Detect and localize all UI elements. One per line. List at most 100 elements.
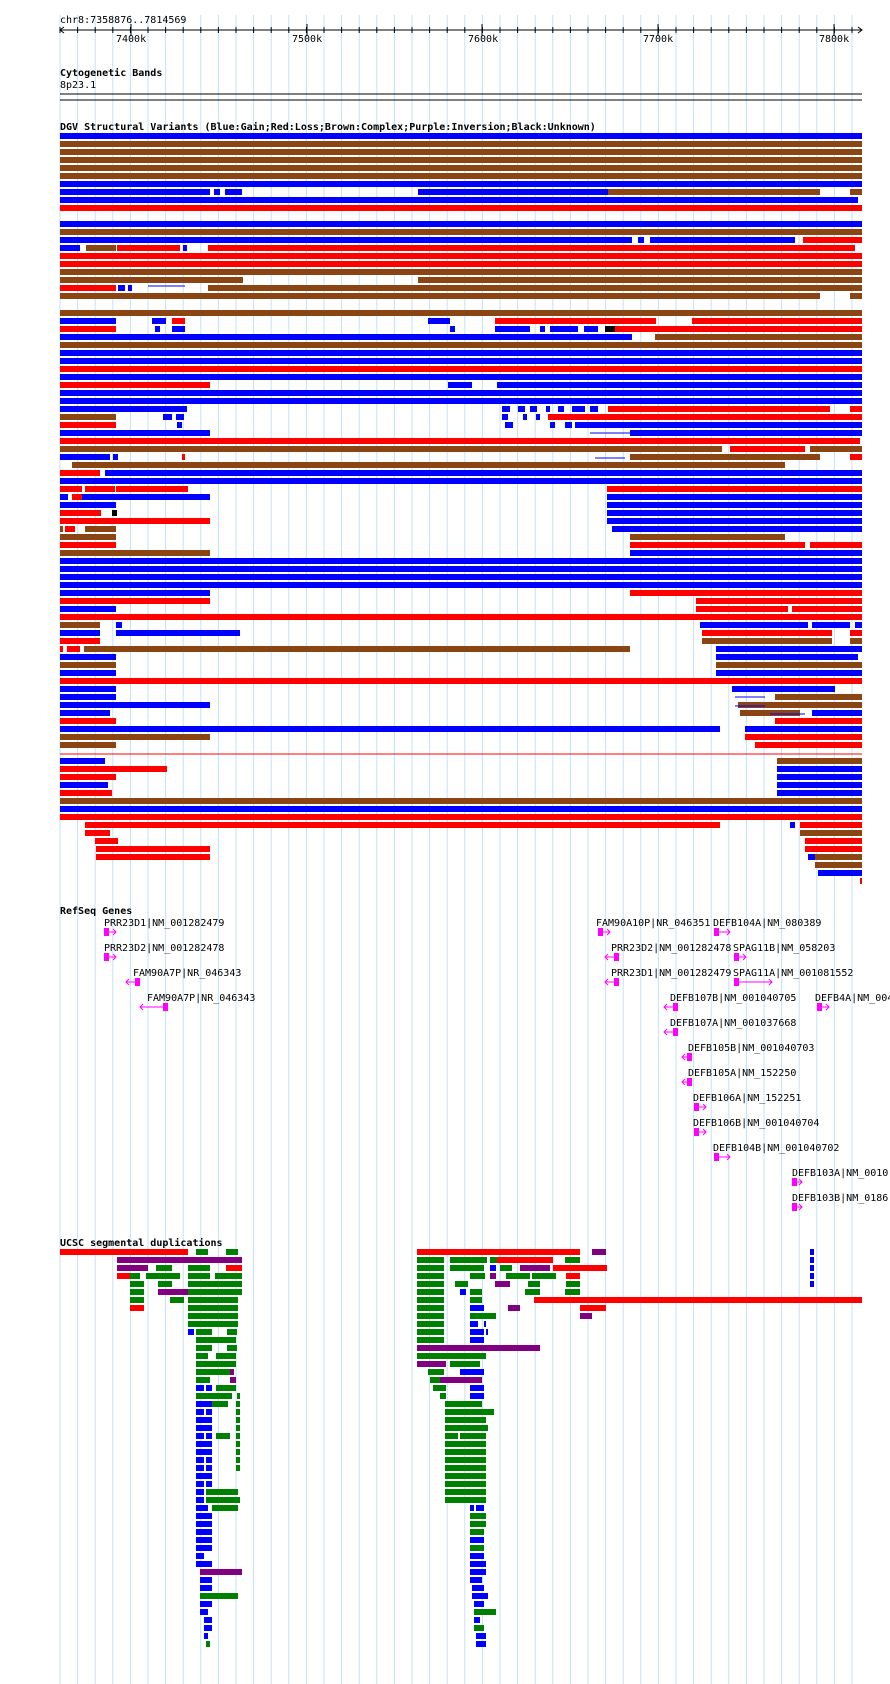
segdup-feature — [216, 1433, 230, 1439]
gene-label[interactable]: DEFB104A|NM_080389 — [713, 918, 822, 929]
segdup-feature — [417, 1257, 444, 1263]
sv-feature — [112, 510, 117, 516]
segdup-feature — [474, 1617, 480, 1623]
gene-label[interactable]: DEFB107A|NM_001037668 — [670, 1018, 797, 1029]
segdup-feature — [445, 1497, 486, 1503]
segdup-feature — [495, 1281, 510, 1287]
sv-feature — [177, 422, 182, 428]
cytoband-label: 8p23.1 — [60, 80, 97, 91]
segdup-feature — [470, 1289, 482, 1295]
segdup-feature — [810, 1257, 814, 1263]
sv-feature — [60, 646, 63, 652]
gene-exon — [734, 953, 739, 961]
sv-feature — [60, 558, 862, 564]
gene-label[interactable]: DEFB106B|NM_001040704 — [693, 1118, 820, 1129]
segdup-feature — [226, 1265, 242, 1271]
segdup-feature — [417, 1329, 444, 1335]
segdup-feature — [470, 1553, 484, 1559]
sv-feature — [696, 606, 788, 612]
segdup-feature — [237, 1393, 240, 1399]
segdup-feature — [470, 1561, 486, 1567]
segdup-feature — [236, 1417, 240, 1423]
gene-label[interactable]: PRR23D2|NM_001282478 — [611, 943, 732, 954]
sv-feature — [800, 822, 862, 828]
sv-feature — [777, 782, 862, 788]
sv-feature — [60, 662, 116, 668]
gene-label[interactable]: PRR23D2|NM_001282478 — [104, 943, 225, 954]
gene-label[interactable]: DEFB103B|NM_0186 — [792, 1193, 889, 1204]
sv-feature — [60, 414, 116, 420]
segdup-feature — [470, 1337, 484, 1343]
sv-feature — [60, 141, 862, 147]
sv-feature — [850, 630, 862, 636]
segdup-feature — [417, 1361, 446, 1367]
sv-feature — [183, 245, 187, 251]
sv-feature — [155, 326, 160, 332]
sv-feature — [702, 630, 832, 636]
segdup-feature — [196, 1433, 204, 1439]
gene-label[interactable]: DEFB105A|NM_152250 — [688, 1068, 797, 1079]
segdup-feature — [450, 1361, 480, 1367]
sv-feature — [502, 414, 508, 420]
gene-label[interactable]: DEFB103A|NM_0010 — [792, 1168, 889, 1179]
gene-label[interactable]: DEFB106A|NM_152251 — [693, 1093, 802, 1104]
sv-feature — [60, 734, 210, 740]
gene-exon — [792, 1178, 797, 1186]
sv-feature — [60, 149, 862, 155]
segdup-feature — [206, 1465, 212, 1471]
sv-feature — [60, 542, 116, 548]
segdup-feature — [455, 1281, 468, 1287]
sv-feature — [812, 622, 850, 628]
segdup-feature — [196, 1465, 204, 1471]
segdup-feature — [188, 1313, 238, 1319]
sv-feature — [812, 710, 862, 716]
gene-label[interactable]: DEFB107B|NM_001040705 — [670, 993, 797, 1004]
sv-feature — [558, 406, 564, 412]
segdup-feature — [470, 1329, 484, 1335]
gene-label[interactable]: PRR23D1|NM_001282479 — [611, 968, 732, 979]
sv-feature — [700, 622, 808, 628]
ruler-arrow-right — [857, 26, 863, 34]
segdup-feature — [196, 1337, 236, 1343]
segdup-feature — [206, 1457, 212, 1463]
segdup-feature — [470, 1537, 484, 1543]
gene-label[interactable]: SPAG11B|NM_058203 — [733, 943, 836, 954]
segdup-feature — [470, 1529, 484, 1535]
segdup-feature — [417, 1353, 486, 1359]
sv-feature — [60, 478, 862, 484]
sv-feature — [208, 285, 862, 291]
sv-feature — [607, 486, 862, 492]
gene-label[interactable]: FAM90A7P|NR_046343 — [147, 993, 256, 1004]
gene-label[interactable]: DEFB105B|NM_001040703 — [688, 1043, 815, 1054]
segdup-feature — [486, 1329, 488, 1335]
sv-feature — [60, 494, 68, 500]
sv-feature — [176, 414, 184, 420]
sv-feature — [60, 582, 862, 588]
gene-strand-arrow — [726, 928, 731, 936]
gene-label[interactable]: FAM90A10P|NR_046351 — [596, 918, 711, 929]
gene-label[interactable]: SPAG11A|NM_001081552 — [733, 968, 854, 979]
gene-strand-arrow — [768, 978, 773, 986]
gene-label[interactable]: PRR23D1|NM_001282479 — [104, 918, 225, 929]
sv-feature — [745, 726, 862, 732]
gene-strand-arrow — [798, 1203, 803, 1211]
gene-label[interactable]: DEFB4A|NM_004 — [815, 993, 890, 1004]
sv-feature — [630, 454, 820, 460]
segdup-feature — [206, 1433, 212, 1439]
gene-label[interactable]: FAM90A7P|NR_046343 — [133, 968, 242, 979]
segdup-feature — [417, 1249, 580, 1255]
sv-feature — [546, 406, 550, 412]
sv-feature — [60, 702, 210, 708]
sv-feature — [60, 366, 862, 372]
sv-feature — [696, 598, 862, 604]
segdup-feature — [810, 1281, 814, 1287]
segdup-feature — [196, 1409, 204, 1415]
gene-exon — [734, 978, 739, 986]
sv-feature — [60, 518, 210, 524]
gene-label[interactable]: DEFB104B|NM_001040702 — [713, 1143, 840, 1154]
sv-feature — [775, 694, 862, 700]
segdup-feature — [196, 1481, 204, 1487]
sv-feature — [692, 318, 862, 324]
segdup-feature — [236, 1449, 240, 1455]
sv-feature — [60, 654, 116, 660]
